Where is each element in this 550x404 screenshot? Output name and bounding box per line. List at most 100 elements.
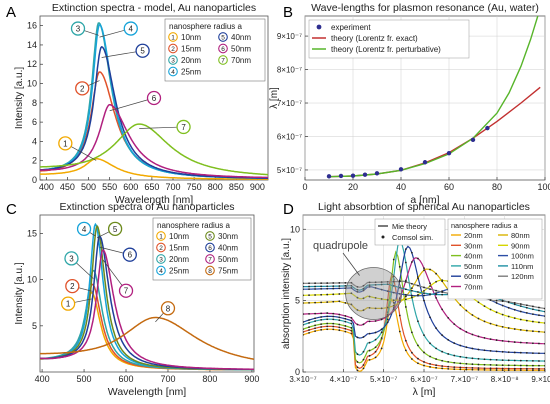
sim-point	[374, 356, 377, 359]
sim-point	[411, 351, 413, 354]
sim-point	[532, 308, 534, 311]
sim-point	[544, 367, 545, 370]
sim-point	[356, 366, 359, 369]
sim-point	[350, 292, 353, 295]
sim-point	[501, 369, 504, 372]
legend-marker	[156, 254, 166, 264]
sim-point	[453, 366, 456, 369]
sim-point	[326, 328, 329, 331]
sim-point	[344, 325, 347, 327]
legend-label: 70nm	[231, 56, 251, 65]
sim-point	[303, 321, 304, 323]
sim-point	[398, 280, 401, 283]
sim-point	[350, 281, 353, 284]
legend-title: nanosphere radius a	[451, 221, 518, 230]
sim-point	[344, 281, 347, 284]
sim-point	[532, 367, 534, 370]
sim-point	[513, 367, 516, 370]
sim-point	[435, 296, 437, 299]
sim-point	[538, 309, 540, 312]
sim-point	[538, 342, 540, 345]
sim-point	[386, 290, 389, 293]
quadrupole-ellipse	[345, 267, 402, 320]
sim-point	[362, 358, 365, 361]
legend-marker-number: 2	[171, 46, 175, 53]
x-tick-label: 0	[302, 182, 307, 192]
sim-point	[368, 306, 371, 309]
sim-point	[374, 350, 377, 353]
y-tick-label: 10	[290, 224, 300, 234]
x-tick-label: 7.×10⁻⁷	[451, 375, 478, 384]
sim-point	[471, 357, 474, 360]
callout-circle	[176, 119, 191, 135]
sim-point	[411, 287, 413, 290]
sim-point	[314, 301, 316, 304]
sim-point	[326, 312, 329, 314]
x-tick-label: 750	[187, 182, 202, 192]
sim-point	[453, 368, 456, 371]
legend-marker	[316, 24, 322, 30]
y-tick-label: 5	[295, 296, 300, 306]
sim-point	[423, 334, 425, 337]
sim-point	[374, 281, 377, 284]
legend-label: 90nm	[511, 241, 530, 250]
x-tick-label: 450	[60, 182, 75, 192]
sim-point	[320, 285, 323, 288]
sim-point	[308, 282, 310, 285]
legend-marker-number: 3	[159, 257, 163, 264]
sim-point	[320, 282, 323, 285]
sim-point	[435, 280, 437, 283]
sim-point	[404, 248, 407, 250]
y-axis-label: absorption intensity [a.u.]	[281, 238, 292, 349]
sim-point	[314, 327, 316, 330]
sim-point	[332, 325, 335, 328]
sim-point	[513, 351, 516, 354]
sim-point	[519, 328, 522, 331]
legend-marker	[205, 254, 215, 264]
sim-point	[411, 331, 413, 334]
sim-point	[507, 306, 510, 309]
sim-point	[435, 272, 437, 275]
x-tick-label: 6.×10⁻⁷	[410, 375, 437, 384]
sim-point	[544, 322, 545, 324]
sim-point	[429, 268, 431, 271]
callout-number: 8	[166, 304, 171, 313]
sim-point	[344, 302, 347, 304]
sim-point	[356, 369, 359, 372]
plot-area	[326, 16, 541, 179]
sim-point	[350, 303, 353, 306]
sim-point	[338, 323, 341, 326]
sim-point	[326, 287, 329, 290]
sim-point	[338, 319, 341, 322]
sim-point	[423, 289, 425, 292]
sim-point	[447, 367, 450, 370]
sim-point	[532, 305, 534, 308]
data-point	[338, 173, 344, 179]
sim-point	[314, 294, 316, 296]
sim-point	[417, 284, 419, 287]
y-tick-label: 9×10⁻⁷	[277, 32, 302, 41]
sim-point	[501, 367, 504, 370]
sim-point	[332, 328, 335, 331]
sim-point	[465, 356, 468, 359]
series-line-40nm	[40, 46, 268, 179]
legend-label: theory (Lorentz fr. perturbative)	[331, 45, 441, 54]
sim-point	[489, 369, 492, 371]
sim-point	[398, 265, 401, 268]
y-tick-label: 12	[27, 59, 37, 69]
legend-marker-number: 6	[208, 245, 212, 252]
legend-label: 50nm	[231, 45, 251, 54]
sim-point	[507, 369, 510, 372]
sim-point	[338, 313, 341, 316]
panel-letter: D	[283, 201, 294, 218]
sim-point	[483, 305, 486, 308]
legend-marker-number: 4	[171, 69, 175, 76]
sim-point	[532, 352, 534, 354]
sim-point	[507, 327, 510, 329]
series-line-75nm	[40, 316, 254, 361]
sim-point	[423, 286, 425, 289]
x-axis-label: λ [m]	[413, 386, 436, 398]
sim-point	[386, 306, 389, 309]
sim-point	[350, 316, 353, 319]
sim-point	[404, 298, 407, 301]
